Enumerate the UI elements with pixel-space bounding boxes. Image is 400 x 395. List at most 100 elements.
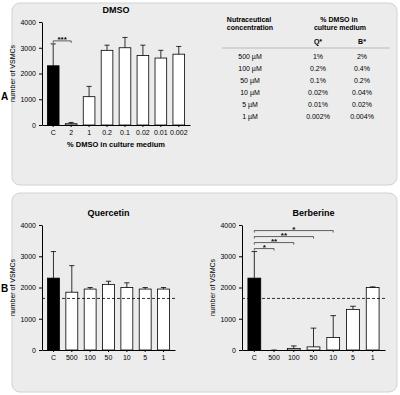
- figure: AB01000200030004000C210.20.10.020.010.00…: [0, 0, 400, 395]
- bar: [119, 48, 131, 125]
- panel-label: B: [1, 283, 8, 294]
- tick-mark: [126, 350, 127, 352]
- tick: 4000: [20, 19, 42, 26]
- table-cell: 0.04%: [352, 89, 372, 96]
- table-subheader: Q*: [314, 38, 322, 46]
- y-axis: 01000200030004000: [220, 222, 242, 354]
- chart: 01000200030004000C500100501051Quercetinn…: [9, 208, 176, 361]
- table: Nutraceutical concentration% DMSO in cul…: [222, 16, 390, 121]
- chart: 01000200030004000C210.20.10.020.010.002D…: [9, 5, 191, 149]
- tick-mark: [108, 350, 109, 352]
- tick-label: 2000: [20, 70, 36, 77]
- tick: 0: [32, 122, 42, 129]
- x-axis: C500100501051: [243, 350, 386, 361]
- tick-mark: [239, 288, 242, 289]
- bar: [173, 54, 185, 125]
- tick: 0.02: [136, 125, 150, 136]
- reference-line: [42, 298, 175, 299]
- tick: 50: [105, 350, 113, 361]
- tick-label: 0.1: [120, 129, 130, 136]
- tick-mark: [39, 350, 42, 351]
- tick-label: 2: [69, 129, 73, 136]
- x-axis: C500100501051: [43, 350, 176, 361]
- tick-mark: [107, 125, 108, 127]
- tick: 3000: [220, 253, 242, 260]
- tick-label: 1: [87, 129, 91, 136]
- table-cell: 0.002%: [306, 113, 330, 120]
- tick-mark: [293, 350, 294, 352]
- tick: 1000: [20, 96, 42, 103]
- error-bar: [252, 252, 258, 279]
- axis-line: [42, 23, 43, 126]
- bar: [48, 278, 60, 350]
- tick-mark: [39, 288, 42, 289]
- tick-label: 5: [351, 354, 355, 361]
- tick-label: 0: [32, 347, 36, 354]
- error-bar: [88, 288, 93, 290]
- tick: 5: [351, 350, 355, 361]
- error-bar: [122, 37, 127, 47]
- error-bar: [140, 45, 145, 55]
- tick: 4000: [20, 222, 42, 229]
- tick-mark: [39, 256, 42, 257]
- tick-label: 100: [84, 354, 96, 361]
- tick-mark: [160, 125, 161, 127]
- significance-label: **: [271, 237, 278, 246]
- tick: 0.2: [102, 125, 112, 136]
- tick-label: 2000: [220, 284, 236, 291]
- axis-line: [242, 226, 243, 351]
- tick: 2000: [220, 284, 242, 291]
- bar: [47, 66, 59, 125]
- significance-label: *: [263, 243, 267, 252]
- tick-mark: [39, 319, 42, 320]
- error-bar: [158, 50, 163, 58]
- tick-mark: [89, 125, 90, 127]
- tick-label: 4000: [20, 222, 36, 229]
- tick: 0.01: [154, 125, 168, 136]
- table-cell: 2%: [357, 53, 367, 60]
- tick: 2000: [20, 284, 42, 291]
- error-bar: [124, 283, 129, 288]
- tick: 4000: [220, 222, 242, 229]
- error-bar: [330, 316, 336, 338]
- tick-mark: [239, 225, 242, 226]
- tick-label: 1: [371, 354, 375, 361]
- table-cell: 0.1%: [310, 77, 326, 84]
- tick: C: [252, 350, 257, 361]
- tick: C: [51, 125, 56, 136]
- tick-mark: [163, 350, 164, 352]
- tick: 10: [123, 350, 131, 361]
- bar: [248, 278, 261, 350]
- error-bar: [161, 288, 166, 290]
- axis-line: [43, 350, 176, 351]
- chart-title: DMSO: [103, 5, 130, 15]
- significance-label: ***: [58, 35, 68, 44]
- tick-label: 0.02: [136, 129, 150, 136]
- bar: [366, 288, 379, 351]
- x-axis: C210.20.10.020.010.002: [43, 125, 191, 136]
- table-header: Nutraceutical concentration: [227, 16, 273, 31]
- table-cell: 0.02%: [308, 89, 328, 96]
- tick-mark: [145, 350, 146, 352]
- error-bar: [69, 266, 74, 293]
- panel-label: A: [1, 91, 8, 102]
- tick: 3000: [20, 253, 42, 260]
- table-cell: 0.2%: [354, 77, 370, 84]
- tick: 500: [268, 350, 280, 361]
- y-axis-title: number of VSMCs: [209, 258, 216, 316]
- tick-label: 500: [268, 354, 280, 361]
- tick-label: 0.01: [154, 129, 168, 136]
- y-axis-title: number of VSMCs: [9, 44, 16, 102]
- tick: 0: [32, 347, 42, 354]
- y-axis-title: number of VSMCs: [9, 258, 16, 316]
- table-rule: [222, 48, 390, 49]
- tick-mark: [239, 319, 242, 320]
- tick-label: 500: [66, 354, 78, 361]
- tick-mark: [239, 350, 242, 351]
- panel-background: [12, 3, 397, 185]
- tick-mark: [71, 350, 72, 352]
- axis-line: [43, 125, 191, 126]
- tick-mark: [178, 125, 179, 127]
- table-cell: 0.4%: [354, 65, 370, 72]
- bar: [137, 55, 149, 125]
